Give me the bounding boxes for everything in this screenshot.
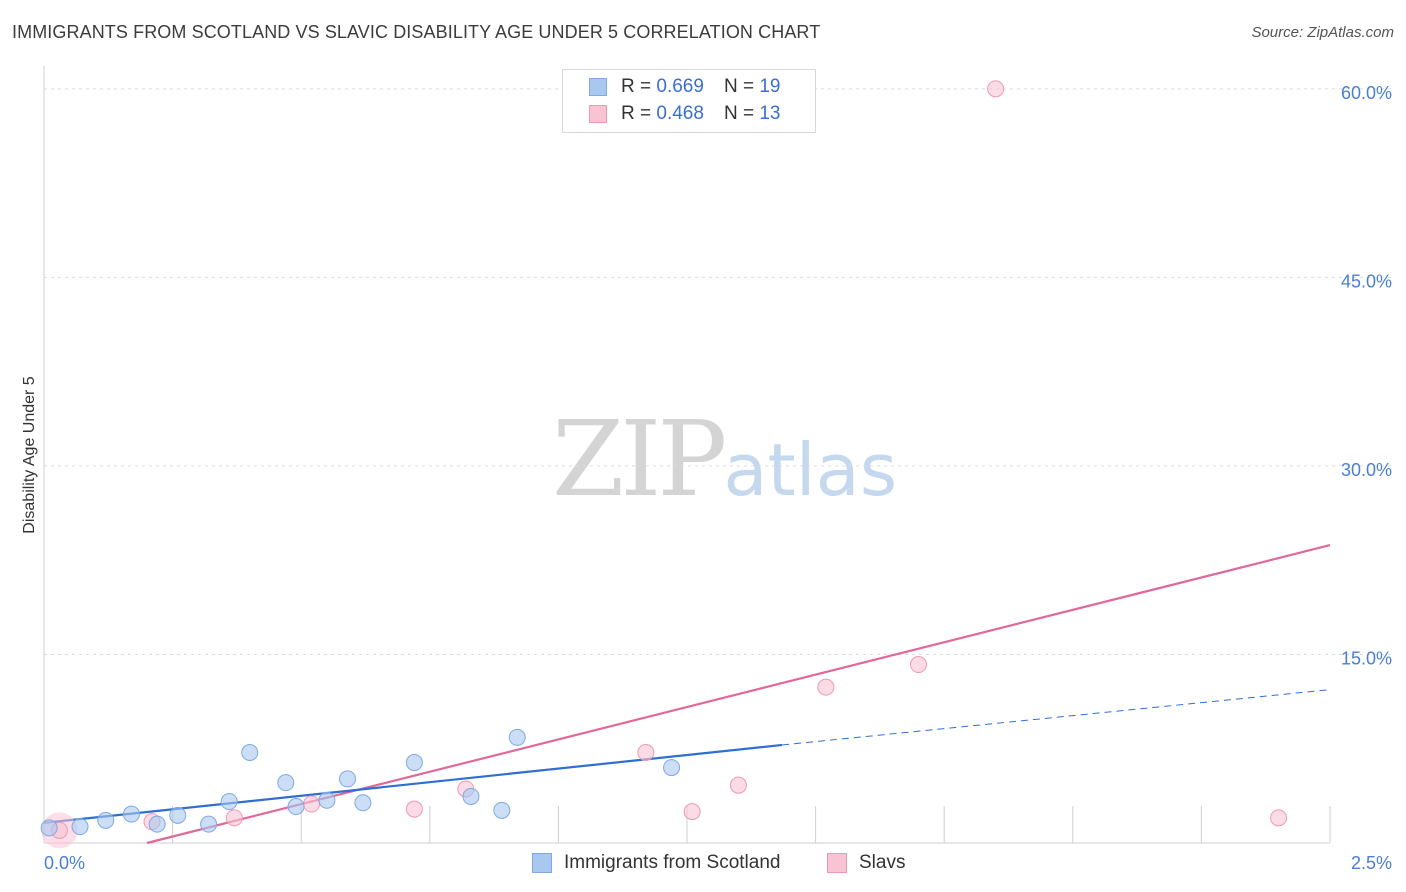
point-slavs: [987, 80, 1005, 98]
x-tick-label-max: 2.5%: [1351, 853, 1392, 873]
series-legend: Immigrants from Scotland Slavs: [0, 852, 1406, 878]
x-tick-label-min: 0.0%: [44, 853, 85, 873]
point-slavs: [302, 795, 320, 813]
trend-lines: [43, 544, 1331, 845]
point-scotland: [122, 805, 140, 823]
point-slavs: [405, 800, 423, 818]
point-scotland: [220, 793, 238, 811]
point-slavs: [683, 803, 701, 821]
watermark-zip: ZIP: [552, 398, 727, 520]
legend-n-value: 19: [759, 76, 781, 97]
point-scotland: [71, 818, 89, 836]
trend-line-scotland-extension: [782, 689, 1331, 746]
point-scotland: [277, 774, 295, 792]
point-slavs: [1270, 809, 1288, 827]
point-slavs: [637, 744, 655, 762]
point-slavs: [729, 776, 747, 794]
data-points: [40, 80, 1288, 849]
trend-line-scotland: [43, 743, 783, 824]
legend-row-scotland: R = 0.669 N = 19: [589, 75, 780, 99]
series-name-slavs: Slavs: [859, 852, 906, 873]
watermark-atlas: atlas: [723, 428, 898, 512]
point-scotland: [97, 811, 115, 829]
tick-labels: 15.0% 30.0% 45.0% 60.0% 0.0% 2.5%: [44, 83, 1392, 873]
point-scotland: [354, 794, 372, 812]
legend-swatch-slavs: [589, 105, 607, 123]
point-slavs: [817, 678, 835, 696]
correlation-legend: R = 0.669 N = 19 R = 0.468 N = 13: [562, 69, 816, 133]
point-scotland: [40, 819, 58, 837]
y-axis-label: Disability Age Under 5: [21, 376, 38, 534]
gridlines: [44, 88, 1392, 655]
series-legend-slavs: Slavs: [827, 852, 905, 874]
point-scotland: [241, 744, 259, 762]
legend-n-label: N =: [723, 103, 755, 124]
point-scotland: [663, 759, 681, 777]
legend-row-slavs: R = 0.468 N = 13: [589, 102, 780, 126]
y-tick-label: 15.0%: [1341, 648, 1392, 668]
point-scotland: [405, 754, 423, 772]
watermark: ZIPatlas: [552, 398, 897, 520]
legend-r-label: R =: [621, 103, 652, 124]
series-name-scotland: Immigrants from Scotland: [564, 852, 781, 873]
legend-r-value: 0.669: [656, 76, 704, 97]
point-scotland: [493, 801, 511, 819]
series-swatch-slavs: [827, 853, 847, 873]
source-label: Source: ZipAtlas.com: [1251, 24, 1394, 41]
axes: [43, 66, 1331, 844]
y-tick-label: 60.0%: [1341, 83, 1392, 103]
point-scotland: [169, 806, 187, 824]
point-scotland: [148, 815, 166, 833]
point-scotland: [508, 728, 526, 746]
chart-title: IMMIGRANTS FROM SCOTLAND VS SLAVIC DISAB…: [12, 22, 821, 42]
point-slavs: [225, 809, 243, 827]
point-scotland: [287, 798, 305, 816]
legend-r-value: 0.468: [656, 103, 704, 124]
legend-r-label: R =: [621, 76, 652, 97]
point-scotland: [200, 815, 218, 833]
point-scotland: [318, 791, 336, 809]
point-slavs: [909, 656, 927, 674]
point-scotland: [462, 787, 480, 805]
series-legend-scotland: Immigrants from Scotland: [532, 852, 780, 874]
legend-n-value: 13: [759, 103, 781, 124]
y-tick-label: 30.0%: [1341, 460, 1392, 480]
y-tick-label: 45.0%: [1341, 271, 1392, 291]
series-swatch-scotland: [532, 853, 552, 873]
legend-n-label: N =: [723, 76, 755, 97]
trend-line-slavs: [146, 544, 1331, 845]
point-scotland: [338, 770, 356, 788]
legend-swatch-scotland: [589, 78, 607, 96]
